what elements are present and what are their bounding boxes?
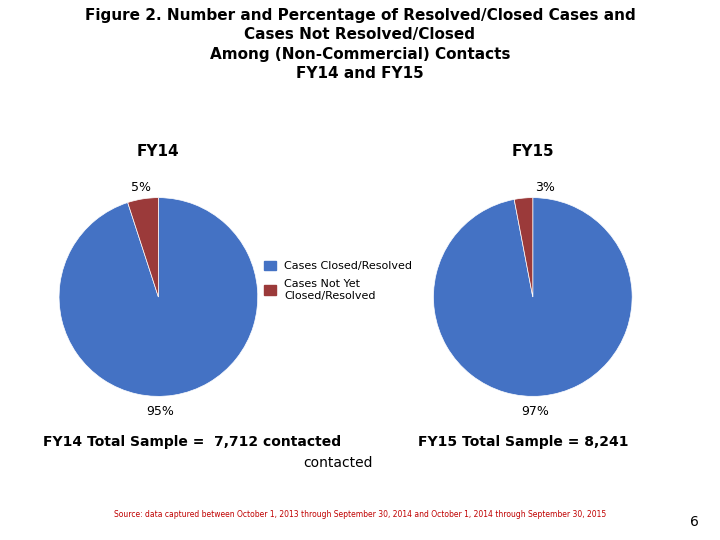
Wedge shape bbox=[514, 198, 533, 297]
Legend: Cases Closed/Resolved, Cases Not Yet
Closed/Resolved: Cases Closed/Resolved, Cases Not Yet Clo… bbox=[261, 258, 415, 304]
Text: 3%: 3% bbox=[535, 181, 554, 194]
Text: contacted: contacted bbox=[304, 456, 373, 470]
Text: 6: 6 bbox=[690, 515, 698, 529]
Wedge shape bbox=[59, 198, 258, 396]
Text: FY15 Total Sample = 8,241: FY15 Total Sample = 8,241 bbox=[418, 435, 628, 449]
Text: 5%: 5% bbox=[130, 181, 150, 194]
Text: FY14: FY14 bbox=[137, 144, 180, 159]
Text: Figure 2. Number and Percentage of Resolved/Closed Cases and
Cases Not Resolved/: Figure 2. Number and Percentage of Resol… bbox=[85, 8, 635, 80]
Text: 95%: 95% bbox=[146, 405, 174, 418]
Wedge shape bbox=[127, 198, 158, 297]
Wedge shape bbox=[433, 198, 632, 396]
Text: 97%: 97% bbox=[521, 405, 549, 418]
Text: FY15: FY15 bbox=[511, 144, 554, 159]
Text: FY14 Total Sample =  7,712 contacted: FY14 Total Sample = 7,712 contacted bbox=[43, 435, 341, 449]
Text: Source: data captured between October 1, 2013 through September 30, 2014 and Oct: Source: data captured between October 1,… bbox=[114, 510, 606, 519]
